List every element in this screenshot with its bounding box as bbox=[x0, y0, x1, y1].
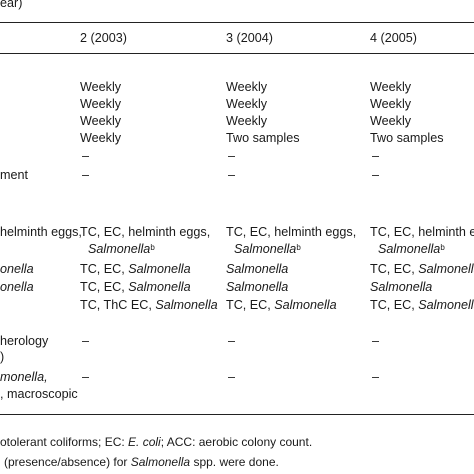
row-label-salmonella-macroscopic: monella, bbox=[0, 370, 48, 384]
cell-dash: – bbox=[372, 334, 380, 348]
row-label-serology: herology bbox=[0, 334, 49, 348]
cell-freq: Weekly bbox=[370, 97, 412, 111]
cell-analysis: TC, EC, helminth e bbox=[370, 225, 474, 239]
cell-freq: Two samples bbox=[226, 131, 300, 145]
cell-analysis: TC, ThC EC, Salmonella bbox=[80, 298, 218, 312]
cell-freq: Weekly bbox=[80, 114, 122, 128]
footnote-marker: b bbox=[440, 243, 445, 252]
cell-analysis: TC, EC, helminth eggs, bbox=[80, 225, 211, 239]
cell-analysis: TC, EC, Salmonella bbox=[80, 280, 191, 294]
header-rule bbox=[0, 53, 474, 54]
row-label-salmonella: onella bbox=[0, 262, 34, 276]
cell-analysis: TC, EC, Salmonella bbox=[226, 298, 337, 312]
cell-analysis: Salmonella bbox=[226, 280, 289, 294]
cell-freq: Weekly bbox=[80, 97, 122, 111]
cell-freq: Weekly bbox=[370, 114, 412, 128]
footnote-marker: b bbox=[296, 243, 301, 252]
cell-dash: – bbox=[82, 168, 90, 182]
bottom-rule bbox=[0, 414, 474, 415]
cell-freq: Weekly bbox=[226, 80, 268, 94]
row-label-salmonella: onella bbox=[0, 280, 34, 294]
footnote-marker: b bbox=[150, 243, 155, 252]
footnote-abbreviations: otolerant coliforms; EC: E. coli; ACC: a… bbox=[0, 435, 313, 449]
cell-dash: – bbox=[82, 334, 90, 348]
cell-freq: Weekly bbox=[80, 131, 122, 145]
cell-analysis: Salmonellab bbox=[234, 242, 301, 256]
col-header-2004: 3 (2004) bbox=[226, 31, 273, 45]
cell-dash: – bbox=[228, 334, 236, 348]
cell-analysis: TC, EC, Salmonella bbox=[370, 298, 474, 312]
col-header-2003: 2 (2003) bbox=[80, 31, 127, 45]
row-label-macroscopic: , macroscopic bbox=[0, 387, 78, 401]
cell-freq: Weekly bbox=[370, 80, 412, 94]
table-header-partial: ear) bbox=[0, 0, 23, 10]
cell-analysis: TC, EC, Salmonella bbox=[370, 262, 474, 276]
cell-freq: Weekly bbox=[80, 80, 122, 94]
cell-freq: Weekly bbox=[226, 97, 268, 111]
cell-dash: – bbox=[228, 168, 236, 182]
cell-dash: – bbox=[82, 370, 90, 384]
cell-analysis: TC, EC, helminth eggs, bbox=[226, 225, 357, 239]
row-label-ment: ment bbox=[0, 168, 28, 182]
cell-freq: Two samples bbox=[370, 131, 444, 145]
cell-dash: – bbox=[228, 149, 236, 163]
cell-freq: Weekly bbox=[226, 114, 268, 128]
cell-analysis: Salmonellab bbox=[378, 242, 445, 256]
cell-analysis: TC, EC, Salmonella bbox=[80, 262, 191, 276]
col-header-2005: 4 (2005) bbox=[370, 31, 417, 45]
footnote-salmonella: (presence/absence) for Salmonella spp. w… bbox=[4, 455, 279, 469]
cell-analysis: Salmonella bbox=[370, 280, 433, 294]
cell-dash: – bbox=[372, 149, 380, 163]
cell-dash: – bbox=[372, 370, 380, 384]
cell-analysis: Salmonella bbox=[226, 262, 289, 276]
top-rule bbox=[0, 22, 474, 23]
cell-dash: – bbox=[82, 149, 90, 163]
cell-dash: – bbox=[372, 168, 380, 182]
cell-dash: – bbox=[228, 370, 236, 384]
row-label-paren: ) bbox=[0, 350, 5, 364]
cell-analysis: Salmonellab bbox=[88, 242, 155, 256]
row-label-helminth: helminth eggs, bbox=[0, 225, 82, 239]
